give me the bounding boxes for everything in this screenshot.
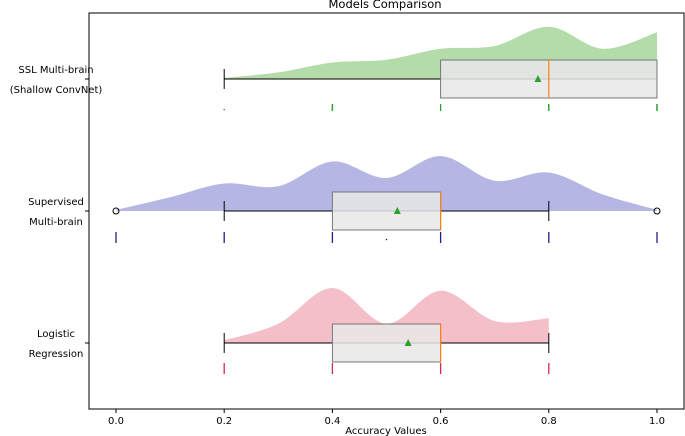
iqr-box — [331, 191, 442, 231]
category-label: Supervised — [28, 197, 84, 208]
series-group: Supervised Multi-brain — [28, 155, 661, 243]
category-label: (Shallow ConvNet) — [10, 85, 103, 96]
category-label: Multi-brain — [29, 217, 83, 228]
x-tick-label: 0.6 — [433, 416, 449, 427]
category-label: Regression — [29, 349, 84, 360]
x-tick-label: 1.0 — [649, 416, 665, 427]
outlier-point — [653, 207, 661, 215]
mean-marker — [534, 75, 542, 82]
plot-area-frame — [88, 12, 685, 410]
iqr-box — [331, 323, 442, 363]
outlier-point — [112, 207, 120, 215]
x-axis-label: Accuracy Values — [345, 426, 427, 436]
x-tick-label: 0.8 — [541, 416, 557, 427]
category-label: Logistic — [37, 329, 75, 340]
rug-mark — [223, 108, 225, 111]
series-group: SSL Multi-brain (Shallow ConvNet) — [10, 26, 658, 111]
mean-marker — [393, 207, 401, 214]
chart-title: Models Comparison — [328, 0, 441, 11]
density-cloud — [224, 288, 549, 343]
x-tick-label: 0.4 — [324, 416, 340, 427]
x-tick-label: 0.0 — [108, 416, 124, 427]
x-tick-label: 0.2 — [216, 416, 232, 427]
series-group: Logistic Regression — [29, 288, 550, 374]
mean-marker — [404, 339, 412, 346]
density-cloud — [116, 155, 657, 211]
category-label: SSL Multi-brain — [18, 65, 93, 76]
rug-mark — [385, 238, 388, 241]
